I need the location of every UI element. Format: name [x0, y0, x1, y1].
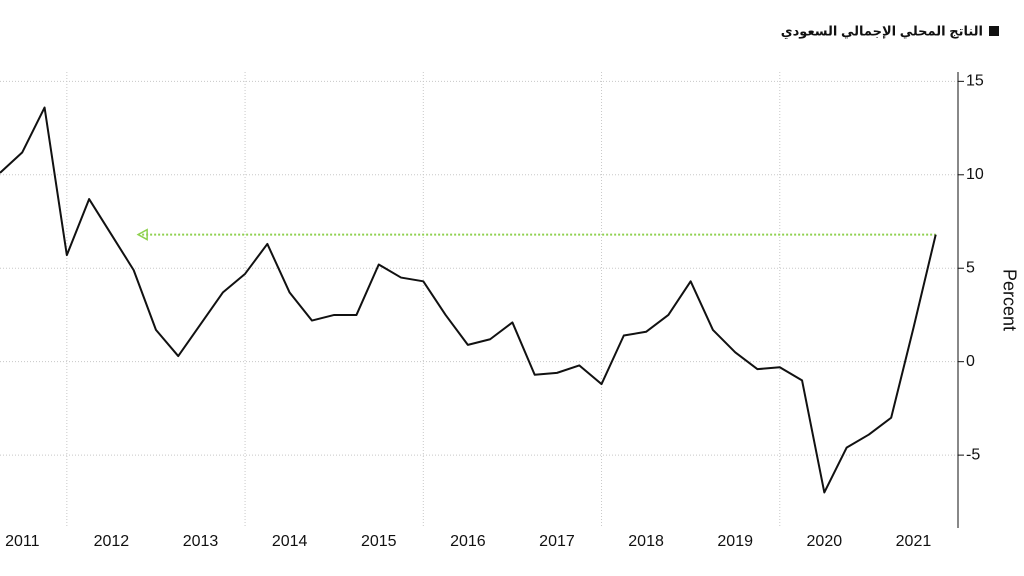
x-tick-label: 2012 — [94, 533, 130, 550]
legend-label: الناتج المحلي الإجمالي السعودي — [781, 23, 983, 38]
y-axis-label: Percent — [999, 269, 1019, 331]
y-tick-label: 15 — [966, 73, 984, 90]
x-tick-label: 2014 — [272, 533, 308, 550]
x-tick-label: 2018 — [628, 533, 664, 550]
x-tick-label: 2011 — [5, 533, 40, 550]
y-tick-label: 0 — [966, 353, 975, 370]
x-tick-label: 2013 — [183, 533, 219, 550]
x-tick-label: 2019 — [717, 533, 753, 550]
y-tick-label: 5 — [966, 259, 975, 276]
reference-arrow — [136, 228, 148, 241]
x-tick-label: 2016 — [450, 533, 486, 550]
x-tick-label: 2015 — [361, 533, 397, 550]
legend-swatch — [989, 26, 999, 36]
x-tick-label: 2021 — [896, 533, 932, 550]
x-tick-label: 2020 — [807, 533, 843, 550]
y-tick-label: -5 — [966, 446, 980, 463]
data-line — [0, 106, 937, 494]
y-tick-label: 10 — [966, 166, 984, 183]
x-tick-label: 2017 — [539, 533, 575, 550]
